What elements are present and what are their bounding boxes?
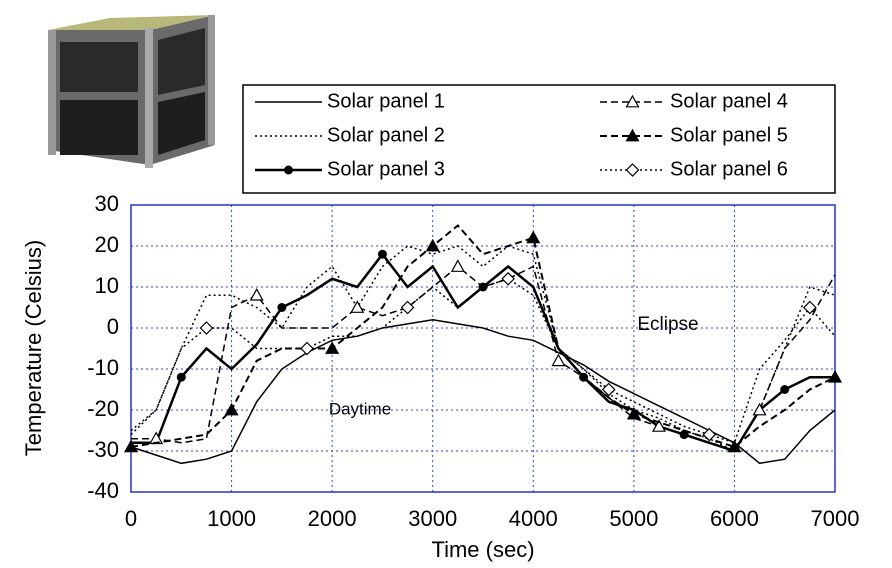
legend-label: Solar panel 3 <box>327 158 445 180</box>
legend-box <box>242 84 836 194</box>
marker <box>501 271 515 286</box>
marker <box>625 128 640 142</box>
marker <box>625 94 640 108</box>
y-tick-label: -30 <box>87 437 119 462</box>
marker <box>679 430 689 440</box>
data-line <box>130 245 836 452</box>
marker <box>325 341 340 354</box>
marker <box>803 300 817 315</box>
data-line <box>130 277 836 444</box>
marker <box>249 287 264 301</box>
y-tick-label: -40 <box>87 478 119 503</box>
y-tick-label: 10 <box>95 273 119 298</box>
x-tick-label: 1000 <box>207 506 256 531</box>
data-line <box>130 224 836 449</box>
x-tick-label: 0 <box>125 506 137 531</box>
legend-label: Solar panel 5 <box>670 124 788 146</box>
y-tick-label: -20 <box>87 396 119 421</box>
legend-label: Solar panel 2 <box>327 124 445 146</box>
marker <box>601 382 616 397</box>
marker <box>827 369 843 383</box>
x-tick-label: 2000 <box>308 506 357 531</box>
legend-label: Solar panel 4 <box>670 90 788 112</box>
legend-label: Solar panel 1 <box>327 90 445 112</box>
marker <box>780 385 790 394</box>
x-tick-label: 7000 <box>811 506 860 531</box>
annotation: Daytime <box>329 399 391 418</box>
plot-frame <box>130 204 836 493</box>
x-axis-label: Time (sec) <box>431 537 534 562</box>
legend-label: Solar panel 6 <box>670 158 788 180</box>
marker <box>400 300 415 315</box>
data-line <box>131 265 836 452</box>
y-tick-label: 20 <box>95 232 119 257</box>
marker <box>450 259 465 272</box>
marker <box>551 353 566 367</box>
x-tick-label: 6000 <box>710 506 759 531</box>
marker <box>702 427 717 442</box>
marker <box>625 163 640 177</box>
marker <box>277 303 287 312</box>
marker <box>199 321 214 335</box>
y-axis-label: Temperature (Celsius) <box>21 240 46 456</box>
marker <box>752 402 767 416</box>
annotation: Eclipse <box>637 314 698 335</box>
marker <box>626 406 641 420</box>
y-tick-label: -10 <box>87 355 119 380</box>
marker <box>651 419 667 432</box>
x-tick-label: 5000 <box>609 506 658 531</box>
marker <box>284 165 293 175</box>
marker <box>425 238 440 252</box>
marker <box>176 372 186 382</box>
marker <box>350 300 365 313</box>
marker <box>224 402 239 416</box>
marker <box>727 439 742 453</box>
x-tick-label: 4000 <box>509 506 558 531</box>
x-tick-label: 3000 <box>408 506 457 531</box>
marker <box>123 439 139 453</box>
satellite-image <box>48 15 215 168</box>
marker <box>300 341 314 356</box>
marker <box>526 230 541 244</box>
data-line <box>130 319 836 465</box>
y-tick-label: 30 <box>95 191 119 216</box>
marker <box>377 249 387 259</box>
y-tick-label: 0 <box>107 314 119 339</box>
